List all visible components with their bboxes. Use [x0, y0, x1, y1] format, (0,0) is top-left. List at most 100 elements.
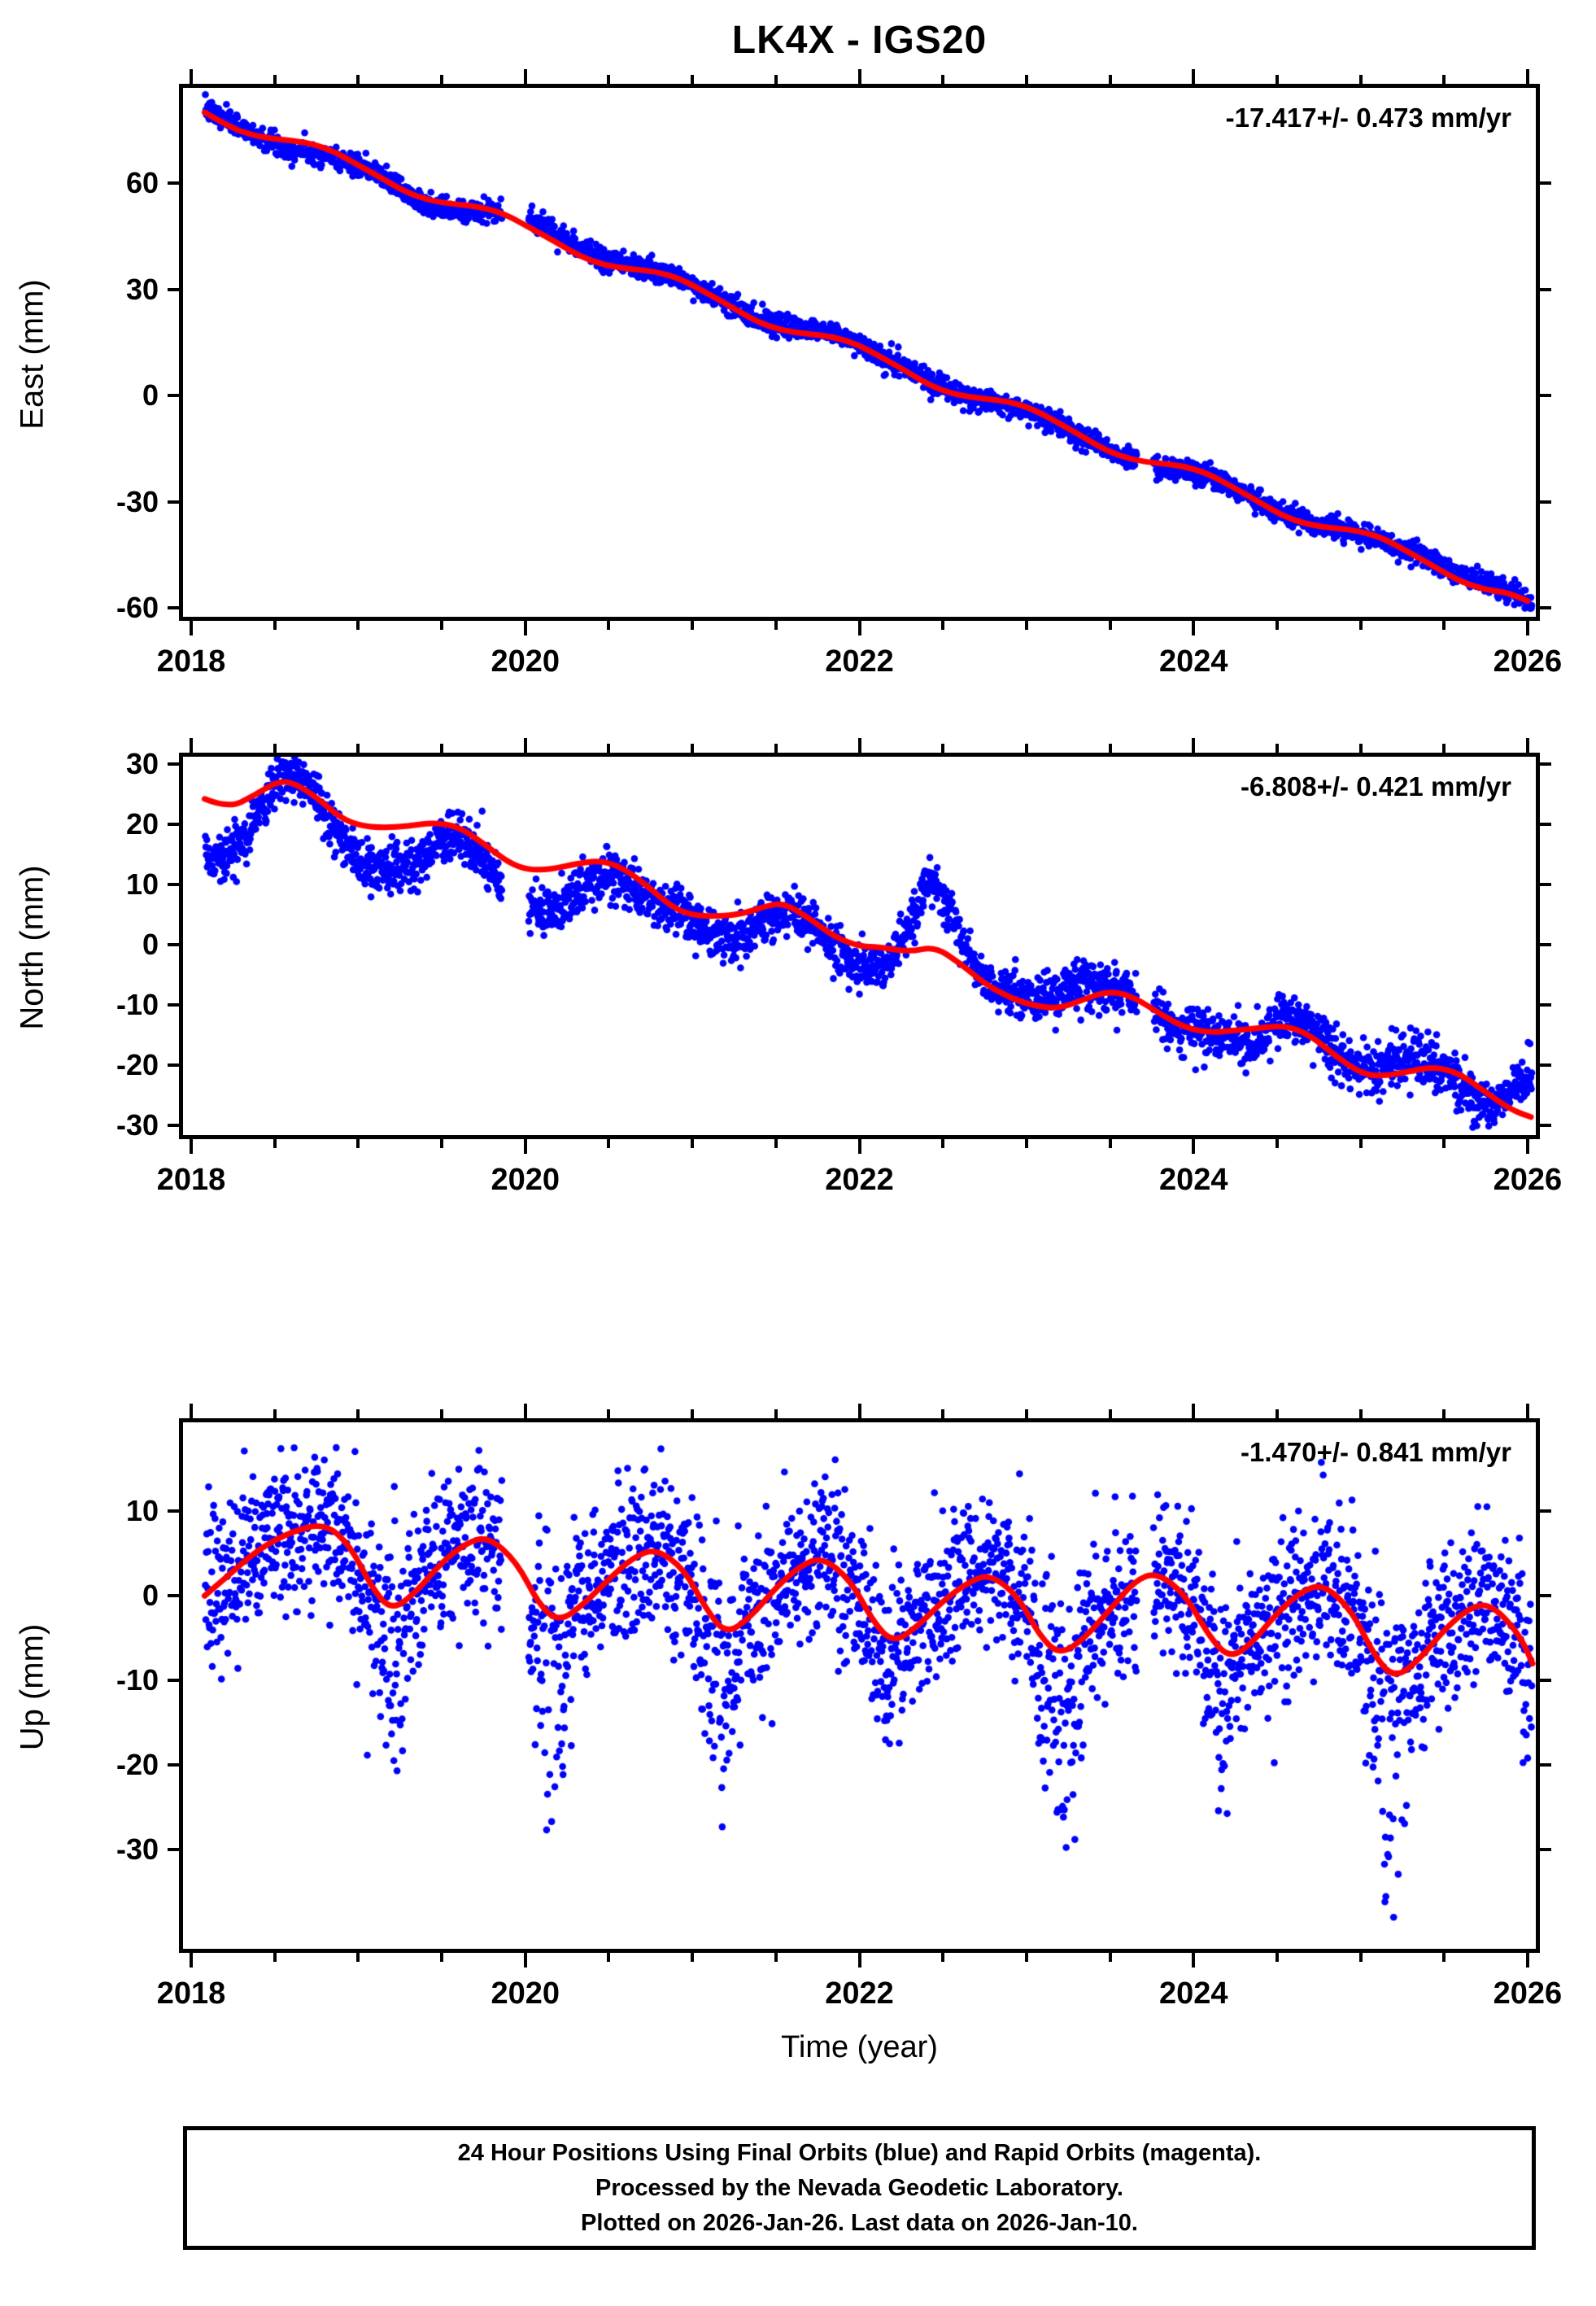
y-tick-label-north: 20: [125, 806, 159, 841]
x-tick-north: [607, 744, 611, 753]
x-tick-up: [1358, 1953, 1363, 1962]
x-tick-up: [356, 1953, 360, 1962]
x-tick-east: [857, 621, 861, 635]
y-tick-north: [168, 762, 179, 766]
x-tick-up: [1358, 1409, 1363, 1418]
x-tick-east: [523, 621, 527, 635]
y-tick-label-north: -30: [116, 1108, 159, 1142]
x-tick-up: [1275, 1953, 1279, 1962]
x-tick-north: [273, 1139, 277, 1148]
x-tick-north: [941, 744, 945, 753]
x-tick-label-up: 2024: [1158, 1976, 1228, 2011]
x-tick-north: [857, 738, 861, 753]
y-tick-up: [1540, 1509, 1551, 1513]
y-tick-north: [1540, 943, 1551, 947]
y-tick-north: [1540, 1003, 1551, 1007]
x-tick-up: [1275, 1409, 1279, 1418]
x-tick-up: [774, 1953, 778, 1962]
y-tick-label-north: -20: [116, 1048, 159, 1082]
x-tick-label-east: 2026: [1493, 644, 1563, 679]
y-tick-north: [168, 882, 179, 886]
x-tick-east: [1192, 621, 1196, 635]
plot-canvas-up: [183, 1422, 1536, 1949]
x-tick-north: [857, 1139, 861, 1154]
rate-annotation-east: -17.417+/- 0.473 mm/yr: [1225, 103, 1511, 133]
x-tick-north: [1358, 744, 1363, 753]
y-tick-label-east: 0: [142, 378, 159, 413]
caption-line-3: Plotted on 2026-Jan-26. Last data on 202…: [581, 2209, 1138, 2236]
x-tick-north: [1024, 744, 1028, 753]
plot-canvas-east: [183, 88, 1536, 617]
x-tick-label-up: 2026: [1493, 1976, 1563, 2011]
x-tick-up: [523, 1953, 527, 1968]
x-tick-up: [1108, 1953, 1112, 1962]
y-tick-label-up: -10: [116, 1663, 159, 1697]
x-tick-up: [1024, 1953, 1028, 1962]
x-tick-label-north: 2018: [156, 1163, 226, 1197]
x-tick-east: [1442, 621, 1446, 630]
x-tick-east: [1275, 75, 1279, 84]
x-tick-up: [941, 1953, 945, 1962]
y-tick-label-east: 30: [125, 272, 159, 306]
x-tick-east: [1108, 621, 1112, 630]
y-tick-up: [1540, 1848, 1551, 1852]
x-tick-north: [1275, 744, 1279, 753]
y-tick-north: [1540, 882, 1551, 886]
x-tick-east: [691, 75, 695, 84]
x-tick-east: [1024, 75, 1028, 84]
x-tick-north: [356, 1139, 360, 1148]
x-axis-title: Time (year): [781, 2030, 938, 2064]
x-tick-north: [1358, 1139, 1363, 1148]
x-tick-east: [190, 69, 194, 84]
y-tick-up: [168, 1594, 179, 1598]
plot-canvas-north: [183, 757, 1536, 1135]
caption-box: 24 Hour Positions Using Final Orbits (bl…: [183, 2126, 1536, 2250]
x-tick-north: [190, 1139, 194, 1154]
y-tick-up: [1540, 1679, 1551, 1683]
y-tick-north: [168, 943, 179, 947]
x-tick-east: [523, 69, 527, 84]
x-tick-north: [1108, 1139, 1112, 1148]
x-tick-up: [857, 1953, 861, 1968]
x-tick-label-north: 2024: [1158, 1163, 1228, 1197]
y-tick-label-north: -10: [116, 988, 159, 1022]
y-tick-up: [168, 1763, 179, 1767]
y-tick-up: [1540, 1594, 1551, 1598]
x-tick-east: [190, 621, 194, 635]
y-tick-east: [168, 606, 179, 610]
x-tick-up: [691, 1953, 695, 1962]
x-tick-label-east: 2022: [825, 644, 894, 679]
x-tick-east: [774, 75, 778, 84]
y-tick-label-up: 10: [125, 1494, 159, 1528]
x-tick-up: [440, 1409, 444, 1418]
y-tick-east: [1540, 606, 1551, 610]
y-tick-up: [168, 1509, 179, 1513]
x-tick-up: [440, 1953, 444, 1962]
x-tick-up: [1108, 1409, 1112, 1418]
x-tick-up: [607, 1409, 611, 1418]
x-tick-up: [273, 1409, 277, 1418]
x-tick-label-up: 2018: [156, 1976, 226, 2011]
y-tick-label-east: -30: [116, 484, 159, 518]
x-tick-east: [1442, 75, 1446, 84]
x-tick-up: [356, 1409, 360, 1418]
x-tick-label-up: 2020: [491, 1976, 560, 2011]
x-tick-up: [1442, 1953, 1446, 1962]
x-tick-up: [1192, 1953, 1196, 1968]
x-tick-east: [857, 69, 861, 84]
x-tick-north: [1192, 1139, 1196, 1154]
caption-line-2: Processed by the Nevada Geodetic Laborat…: [595, 2174, 1123, 2201]
y-tick-east: [1540, 500, 1551, 504]
y-tick-north: [168, 1124, 179, 1128]
y-tick-label-north: 0: [142, 928, 159, 962]
y-tick-east: [168, 394, 179, 398]
figure-title: LK4X - IGS20: [731, 19, 988, 62]
x-tick-up: [691, 1409, 695, 1418]
x-tick-up: [1525, 1404, 1529, 1418]
x-tick-north: [523, 738, 527, 753]
x-tick-up: [774, 1409, 778, 1418]
y-tick-label-east: 60: [125, 166, 159, 200]
y-tick-label-east: -60: [116, 591, 159, 625]
x-tick-up: [273, 1953, 277, 1962]
y-tick-label-up: -30: [116, 1832, 159, 1867]
